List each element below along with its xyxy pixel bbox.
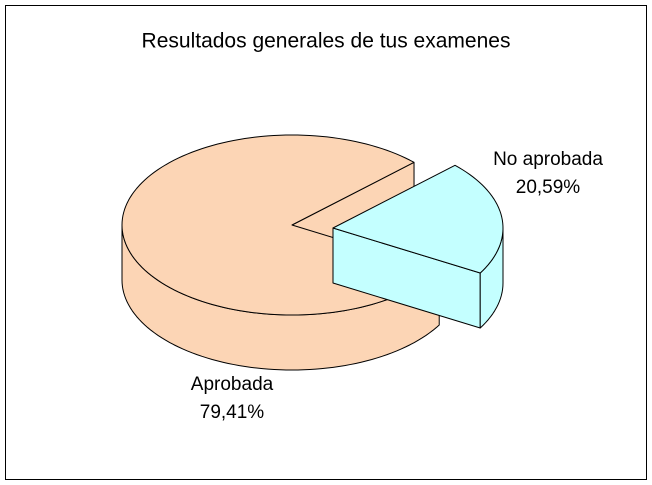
slice-value-label: 20,59% xyxy=(516,177,581,198)
slice-value-label: 79,41% xyxy=(200,402,265,423)
slice-label: No aprobada xyxy=(493,149,603,170)
slice xyxy=(332,164,504,274)
slice-label: Aprobada xyxy=(191,374,274,395)
chart-title: Resultados generales de tus examenes xyxy=(142,30,511,53)
pie xyxy=(121,134,504,371)
